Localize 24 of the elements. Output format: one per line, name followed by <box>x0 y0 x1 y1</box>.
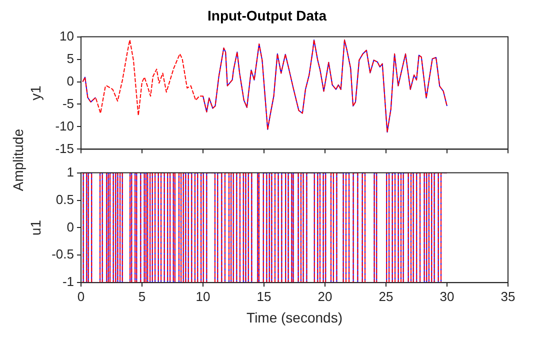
y-tick-label: 10 <box>60 28 74 44</box>
y-tick-label: 0.5 <box>56 192 74 207</box>
text: Amplitude <box>9 128 27 194</box>
y-tick-label: 0 <box>66 219 74 234</box>
y-tick-label: -5 <box>62 96 74 111</box>
y-tick-label: -10 <box>55 118 74 134</box>
x-axis-title: Time (seconds) <box>246 309 342 326</box>
y-tick-label: 1 <box>66 164 74 180</box>
y-tick-label: -15 <box>55 140 74 156</box>
x-tick-label: 35 <box>500 288 516 304</box>
y-tick-label: 0 <box>66 73 74 88</box>
x-tick-label: 15 <box>256 288 272 304</box>
y-tick-label: -1 <box>62 274 74 290</box>
y-axis-title: y1 <box>27 85 44 100</box>
x-tick-label: 5 <box>138 288 146 304</box>
x-tick-label: 0 <box>77 288 85 304</box>
x-tick-label: 10 <box>196 288 210 304</box>
y-tick-label: -0.5 <box>52 246 74 262</box>
x-tick-label: 25 <box>378 288 394 304</box>
chart-title: Input-Output Data <box>208 7 327 24</box>
x-tick-label: 20 <box>318 288 332 304</box>
y-axis-title: u1 <box>27 220 44 236</box>
y-tick-label: 5 <box>66 50 74 66</box>
x-tick-label: 30 <box>440 288 454 304</box>
